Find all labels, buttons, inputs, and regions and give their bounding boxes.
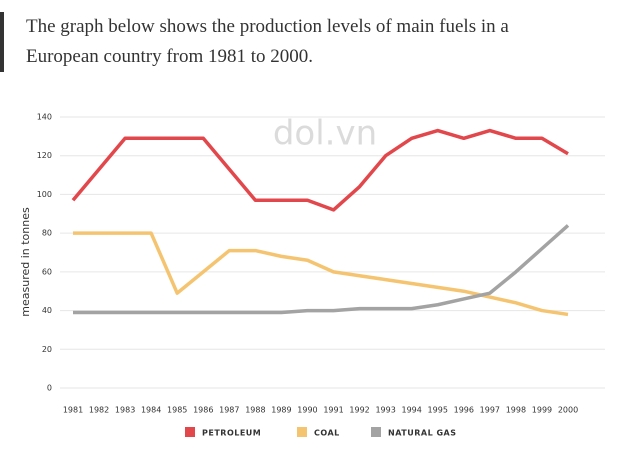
legend-swatch: [297, 427, 307, 437]
legend-label: COAL: [314, 429, 340, 438]
x-tick-label: 1985: [167, 406, 187, 415]
x-tick-label: 1994: [402, 406, 422, 415]
legend-label: PETROLEUM: [202, 429, 261, 438]
watermark: dol.vn: [273, 114, 377, 154]
x-tick-label: 1983: [115, 406, 135, 415]
paragraph-line: European country from 1981 to 2000.: [26, 46, 314, 67]
y-tick-label: 20: [42, 345, 52, 354]
legend-label: NATURAL GAS: [388, 429, 456, 438]
legend-swatch: [371, 427, 381, 437]
series-line: [71, 128, 569, 212]
x-tick-label: 1996: [454, 406, 474, 415]
x-tick-label: 1988: [245, 406, 265, 415]
x-tick-label: 1992: [349, 406, 369, 415]
series-line: [73, 231, 569, 317]
x-tick-label: 1986: [193, 406, 213, 415]
x-tick-label: 1984: [141, 406, 161, 415]
legend-swatch: [185, 427, 195, 437]
paragraph-line: The graph below shows the production lev…: [26, 16, 509, 37]
y-tick-label: 80: [42, 229, 52, 238]
paragraph: The graph below shows the production lev…: [0, 12, 640, 72]
x-tick-label: 1981: [63, 406, 83, 415]
y-tick-label: 60: [42, 267, 52, 276]
x-tick-label: 1999: [532, 406, 552, 415]
y-tick-label: 100: [37, 190, 52, 199]
y-tick-label: 140: [37, 113, 52, 122]
x-tick-label: 1991: [323, 406, 343, 415]
x-tick-label: 1998: [506, 406, 526, 415]
x-tick-label: 2000: [558, 406, 578, 415]
x-tick-label: 1993: [375, 406, 395, 415]
x-tick-label: 1997: [480, 406, 500, 415]
x-tick-label: 1995: [428, 406, 448, 415]
x-tick-label: 1987: [219, 406, 239, 415]
y-tick-label: 0: [47, 384, 52, 393]
series-line: [73, 224, 570, 315]
y-axis-label: measured in tonnes: [19, 207, 32, 317]
y-tick-label: 120: [37, 151, 52, 160]
y-tick-label: 40: [42, 306, 52, 315]
x-tick-label: 1990: [297, 406, 317, 415]
x-tick-label: 1982: [89, 406, 109, 415]
x-tick-label: 1989: [271, 406, 291, 415]
